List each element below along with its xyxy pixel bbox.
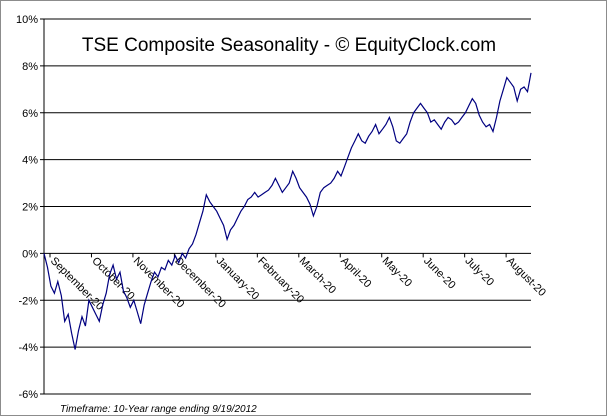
- y-tick-label: 10%: [16, 14, 38, 26]
- footnote: Timeframe: 10-Year range ending 9/19/201…: [60, 404, 257, 415]
- y-tick-label: -6%: [18, 389, 38, 401]
- y-tick-label: 4%: [22, 155, 38, 167]
- grid: [40, 18, 531, 395]
- y-tick-label: 8%: [22, 61, 38, 73]
- axes: [43, 19, 507, 394]
- series: [43, 72, 532, 350]
- y-tick-label: 2%: [22, 202, 38, 214]
- x-tick-label: July-20: [463, 255, 497, 289]
- y-tick-label: -2%: [18, 295, 38, 307]
- chart-title: TSE Composite Seasonality - © EquityCloc…: [82, 35, 496, 56]
- x-tick-label: March-20: [297, 255, 338, 296]
- x-tick-label: May-20: [380, 255, 414, 289]
- x-tick-label: August-20: [504, 255, 548, 299]
- x-axis-labels: September-20October-20November-20Decembe…: [48, 255, 548, 313]
- x-tick-label: April-20: [338, 255, 373, 290]
- y-tick-label: -4%: [18, 342, 38, 354]
- y-axis-labels: -6% -4% -2% 0% 2% 4% 6% 8% 10%: [16, 14, 38, 401]
- series-line: [43, 72, 532, 350]
- y-tick-label: 0%: [22, 248, 38, 260]
- y-tick-label: 6%: [22, 108, 38, 120]
- x-tick-label: June-20: [421, 255, 458, 292]
